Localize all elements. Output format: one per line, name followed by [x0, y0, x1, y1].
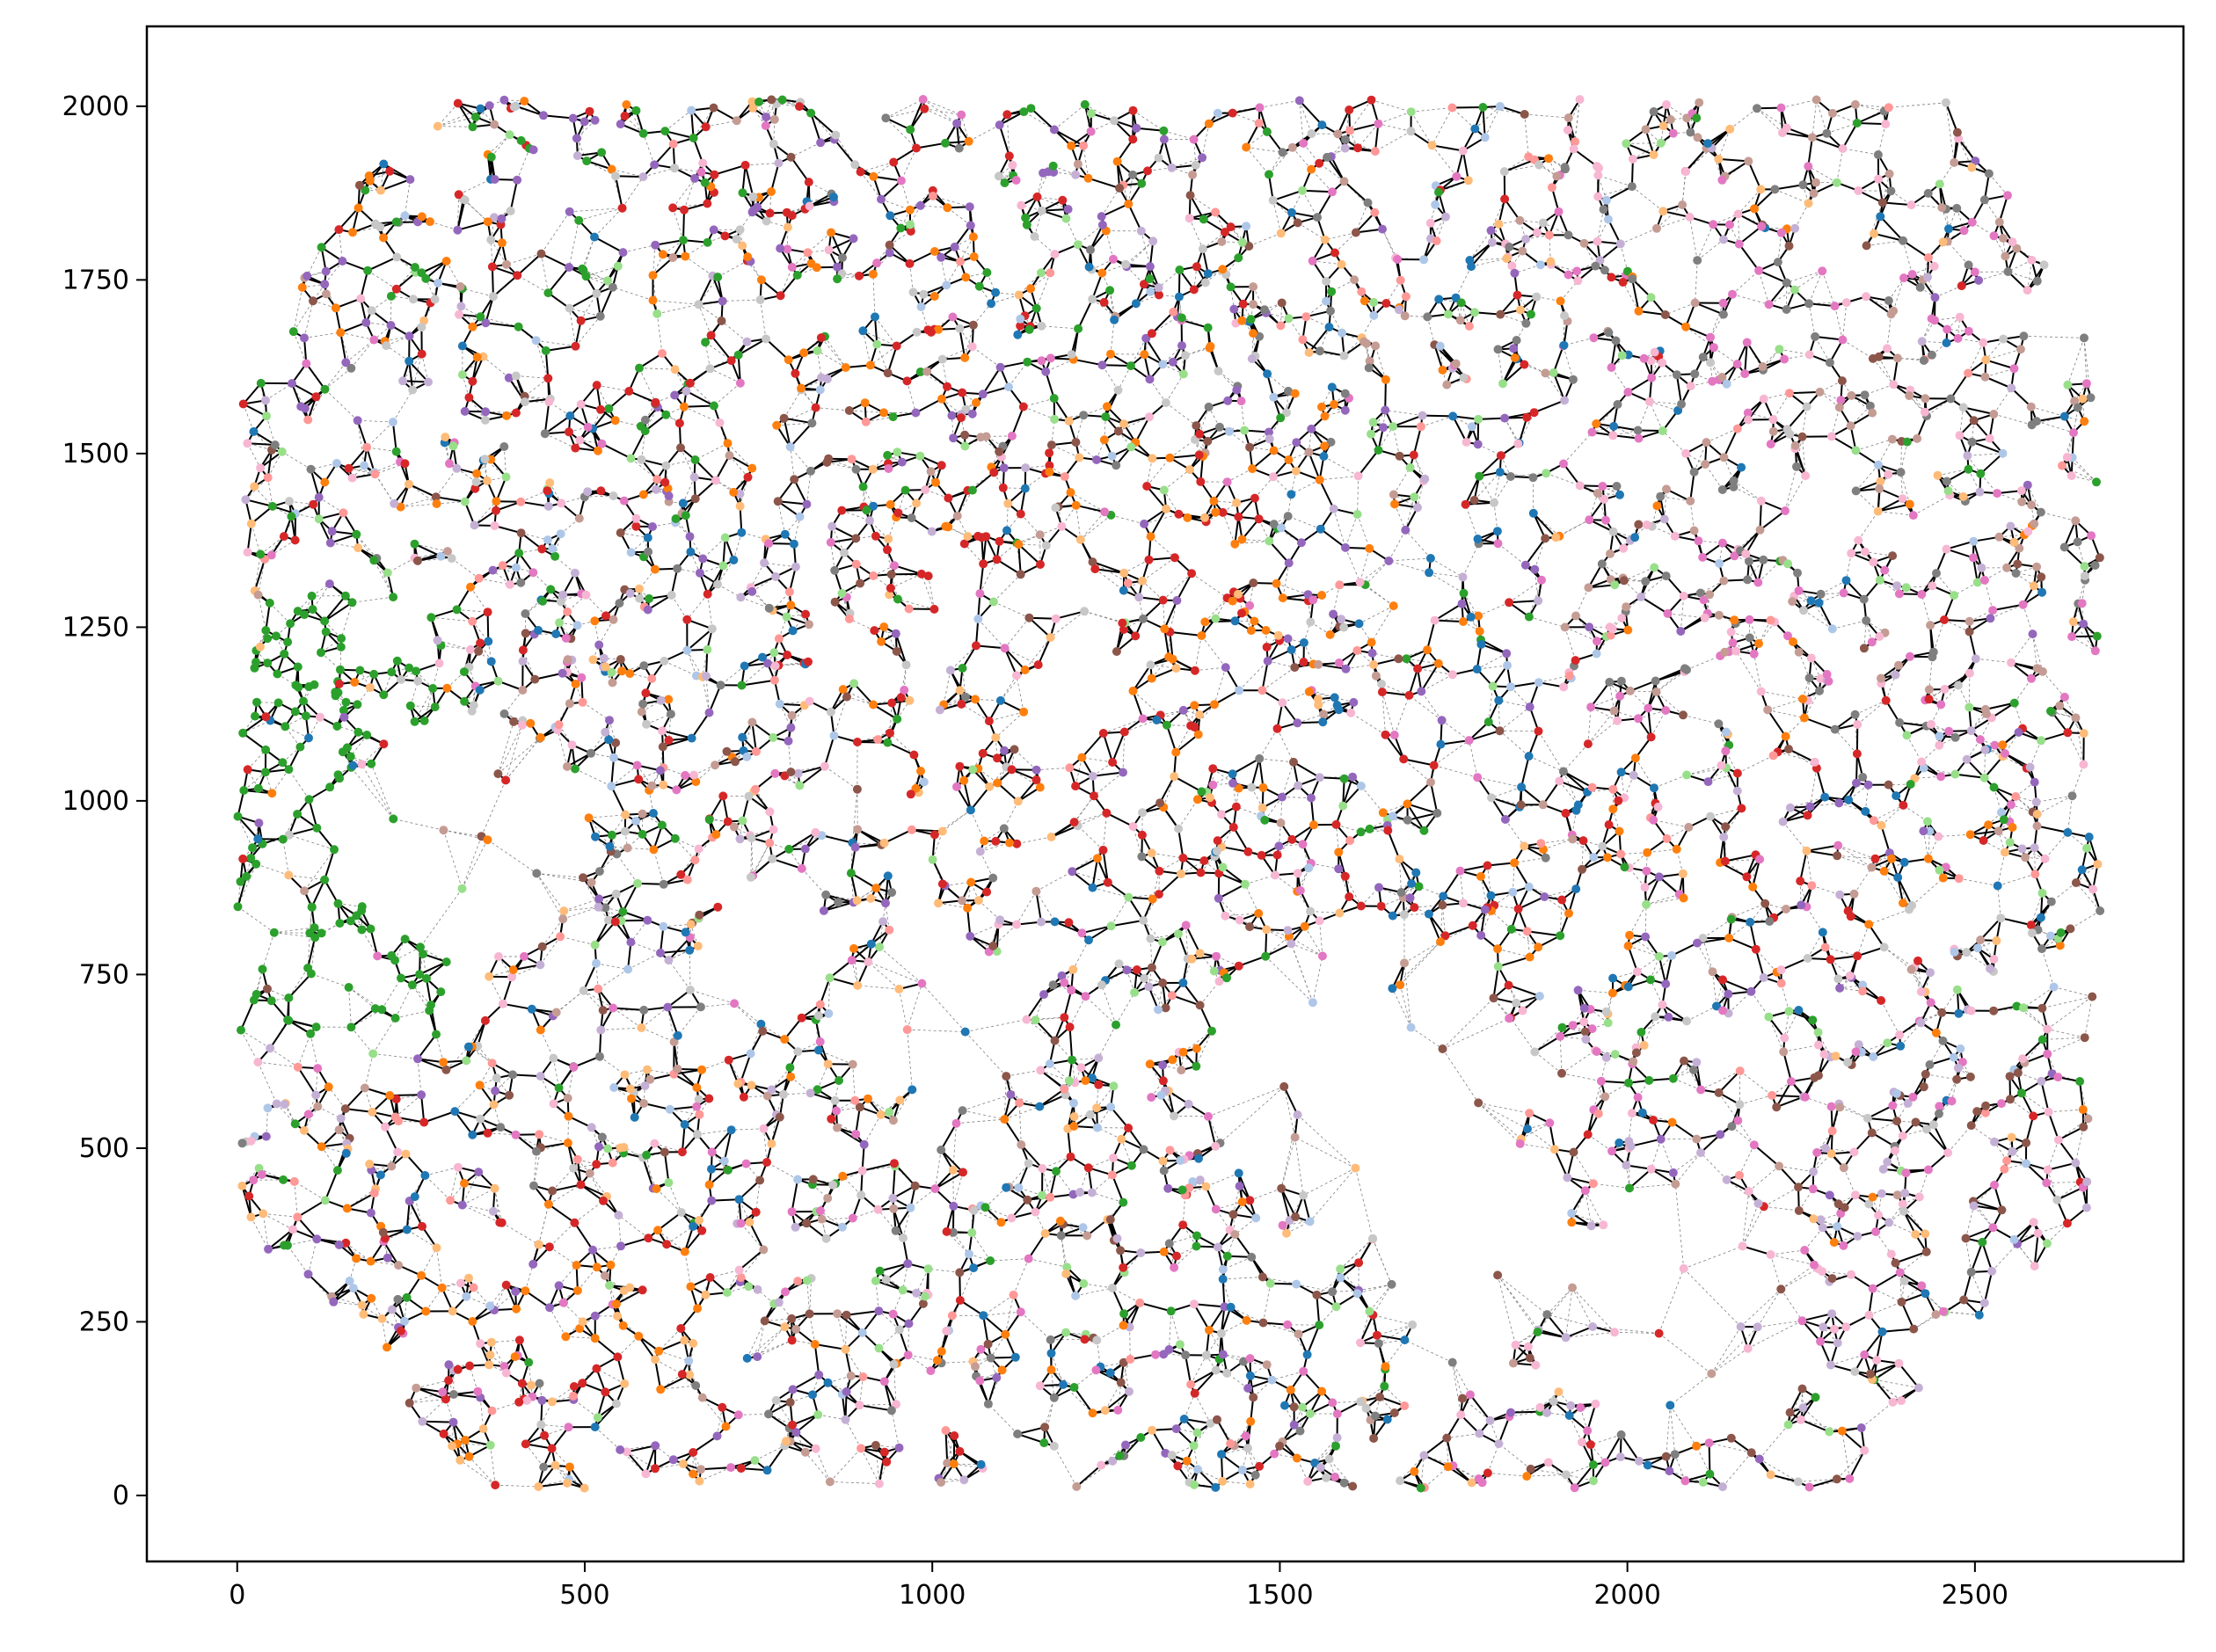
scatter-plot: 05001000150020002500 0250500750100012501… — [0, 0, 2216, 1648]
chart: 05001000150020002500 0250500750100012501… — [0, 0, 2216, 1648]
